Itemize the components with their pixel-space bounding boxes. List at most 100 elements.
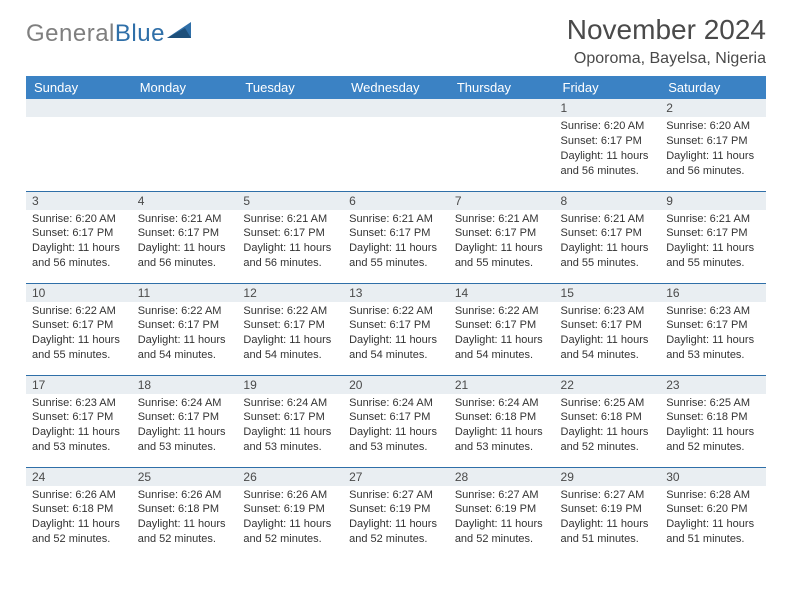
day-number: 23 bbox=[660, 376, 766, 394]
weekday-header: Sunday bbox=[26, 76, 132, 99]
calendar-day-cell: 19Sunrise: 6:24 AMSunset: 6:17 PMDayligh… bbox=[237, 375, 343, 467]
day-number: 18 bbox=[132, 376, 238, 394]
day-number bbox=[343, 99, 449, 117]
day-number bbox=[237, 99, 343, 117]
calendar-day-cell: 29Sunrise: 6:27 AMSunset: 6:19 PMDayligh… bbox=[555, 467, 661, 559]
day-number: 3 bbox=[26, 192, 132, 210]
calendar-day-cell: 3Sunrise: 6:20 AMSunset: 6:17 PMDaylight… bbox=[26, 191, 132, 283]
calendar-day-cell: 21Sunrise: 6:24 AMSunset: 6:18 PMDayligh… bbox=[449, 375, 555, 467]
calendar-day-cell: 2Sunrise: 6:20 AMSunset: 6:17 PMDaylight… bbox=[660, 99, 766, 191]
day-details: Sunrise: 6:22 AMSunset: 6:17 PMDaylight:… bbox=[449, 302, 555, 367]
day-details bbox=[237, 117, 343, 123]
calendar-day-cell: 6Sunrise: 6:21 AMSunset: 6:17 PMDaylight… bbox=[343, 191, 449, 283]
calendar-day-cell: 30Sunrise: 6:28 AMSunset: 6:20 PMDayligh… bbox=[660, 467, 766, 559]
day-number: 17 bbox=[26, 376, 132, 394]
weekday-header: Tuesday bbox=[237, 76, 343, 99]
day-details bbox=[449, 117, 555, 123]
day-number: 14 bbox=[449, 284, 555, 302]
logo-triangle-icon bbox=[167, 20, 193, 45]
weekday-header-row: Sunday Monday Tuesday Wednesday Thursday… bbox=[26, 76, 766, 99]
day-details: Sunrise: 6:27 AMSunset: 6:19 PMDaylight:… bbox=[449, 486, 555, 551]
day-number: 11 bbox=[132, 284, 238, 302]
day-details: Sunrise: 6:22 AMSunset: 6:17 PMDaylight:… bbox=[237, 302, 343, 367]
day-number: 9 bbox=[660, 192, 766, 210]
day-details: Sunrise: 6:20 AMSunset: 6:17 PMDaylight:… bbox=[26, 210, 132, 275]
calendar-day-cell: 26Sunrise: 6:26 AMSunset: 6:19 PMDayligh… bbox=[237, 467, 343, 559]
day-number: 6 bbox=[343, 192, 449, 210]
day-number: 12 bbox=[237, 284, 343, 302]
calendar-table: Sunday Monday Tuesday Wednesday Thursday… bbox=[26, 76, 766, 559]
calendar-day-cell: 24Sunrise: 6:26 AMSunset: 6:18 PMDayligh… bbox=[26, 467, 132, 559]
day-details: Sunrise: 6:25 AMSunset: 6:18 PMDaylight:… bbox=[555, 394, 661, 459]
day-details: Sunrise: 6:22 AMSunset: 6:17 PMDaylight:… bbox=[132, 302, 238, 367]
day-details bbox=[132, 117, 238, 123]
day-details: Sunrise: 6:21 AMSunset: 6:17 PMDaylight:… bbox=[555, 210, 661, 275]
location-subtitle: Oporoma, Bayelsa, Nigeria bbox=[567, 50, 766, 68]
day-details: Sunrise: 6:23 AMSunset: 6:17 PMDaylight:… bbox=[555, 302, 661, 367]
day-details: Sunrise: 6:22 AMSunset: 6:17 PMDaylight:… bbox=[343, 302, 449, 367]
calendar-day-cell: 7Sunrise: 6:21 AMSunset: 6:17 PMDaylight… bbox=[449, 191, 555, 283]
weekday-header: Wednesday bbox=[343, 76, 449, 99]
calendar-day-cell: 12Sunrise: 6:22 AMSunset: 6:17 PMDayligh… bbox=[237, 283, 343, 375]
calendar-day-cell bbox=[343, 99, 449, 191]
weekday-header: Saturday bbox=[660, 76, 766, 99]
day-details: Sunrise: 6:24 AMSunset: 6:17 PMDaylight:… bbox=[343, 394, 449, 459]
day-details: Sunrise: 6:21 AMSunset: 6:17 PMDaylight:… bbox=[132, 210, 238, 275]
weekday-header: Thursday bbox=[449, 76, 555, 99]
logo-text-gray: General bbox=[26, 20, 115, 47]
day-details: Sunrise: 6:21 AMSunset: 6:17 PMDaylight:… bbox=[237, 210, 343, 275]
day-details: Sunrise: 6:24 AMSunset: 6:17 PMDaylight:… bbox=[237, 394, 343, 459]
calendar-day-cell: 15Sunrise: 6:23 AMSunset: 6:17 PMDayligh… bbox=[555, 283, 661, 375]
day-details: Sunrise: 6:25 AMSunset: 6:18 PMDaylight:… bbox=[660, 394, 766, 459]
day-details: Sunrise: 6:21 AMSunset: 6:17 PMDaylight:… bbox=[449, 210, 555, 275]
day-details: Sunrise: 6:27 AMSunset: 6:19 PMDaylight:… bbox=[343, 486, 449, 551]
day-number: 1 bbox=[555, 99, 661, 117]
day-number: 5 bbox=[237, 192, 343, 210]
day-details: Sunrise: 6:27 AMSunset: 6:19 PMDaylight:… bbox=[555, 486, 661, 551]
calendar-day-cell bbox=[132, 99, 238, 191]
day-number: 15 bbox=[555, 284, 661, 302]
day-number: 19 bbox=[237, 376, 343, 394]
calendar-day-cell: 28Sunrise: 6:27 AMSunset: 6:19 PMDayligh… bbox=[449, 467, 555, 559]
calendar-week-row: 3Sunrise: 6:20 AMSunset: 6:17 PMDaylight… bbox=[26, 191, 766, 283]
day-details bbox=[26, 117, 132, 123]
calendar-day-cell: 22Sunrise: 6:25 AMSunset: 6:18 PMDayligh… bbox=[555, 375, 661, 467]
day-number: 4 bbox=[132, 192, 238, 210]
calendar-day-cell: 14Sunrise: 6:22 AMSunset: 6:17 PMDayligh… bbox=[449, 283, 555, 375]
day-number: 21 bbox=[449, 376, 555, 394]
day-details: Sunrise: 6:28 AMSunset: 6:20 PMDaylight:… bbox=[660, 486, 766, 551]
day-number: 16 bbox=[660, 284, 766, 302]
calendar-day-cell: 18Sunrise: 6:24 AMSunset: 6:17 PMDayligh… bbox=[132, 375, 238, 467]
day-number: 27 bbox=[343, 468, 449, 486]
day-details: Sunrise: 6:24 AMSunset: 6:17 PMDaylight:… bbox=[132, 394, 238, 459]
day-details: Sunrise: 6:24 AMSunset: 6:18 PMDaylight:… bbox=[449, 394, 555, 459]
header-row: GeneralBlue November 2024 Oporoma, Bayel… bbox=[26, 14, 766, 68]
day-number bbox=[132, 99, 238, 117]
day-number: 7 bbox=[449, 192, 555, 210]
weekday-header: Monday bbox=[132, 76, 238, 99]
calendar-day-cell: 8Sunrise: 6:21 AMSunset: 6:17 PMDaylight… bbox=[555, 191, 661, 283]
day-number: 13 bbox=[343, 284, 449, 302]
day-details: Sunrise: 6:23 AMSunset: 6:17 PMDaylight:… bbox=[660, 302, 766, 367]
calendar-day-cell: 16Sunrise: 6:23 AMSunset: 6:17 PMDayligh… bbox=[660, 283, 766, 375]
day-number: 29 bbox=[555, 468, 661, 486]
calendar-day-cell: 25Sunrise: 6:26 AMSunset: 6:18 PMDayligh… bbox=[132, 467, 238, 559]
day-number: 8 bbox=[555, 192, 661, 210]
calendar-day-cell bbox=[237, 99, 343, 191]
day-details: Sunrise: 6:20 AMSunset: 6:17 PMDaylight:… bbox=[660, 117, 766, 182]
calendar-day-cell: 1Sunrise: 6:20 AMSunset: 6:17 PMDaylight… bbox=[555, 99, 661, 191]
month-title: November 2024 bbox=[567, 14, 766, 46]
day-number: 2 bbox=[660, 99, 766, 117]
day-number: 10 bbox=[26, 284, 132, 302]
day-number: 26 bbox=[237, 468, 343, 486]
calendar-day-cell: 10Sunrise: 6:22 AMSunset: 6:17 PMDayligh… bbox=[26, 283, 132, 375]
day-number bbox=[449, 99, 555, 117]
day-number bbox=[26, 99, 132, 117]
day-details: Sunrise: 6:20 AMSunset: 6:17 PMDaylight:… bbox=[555, 117, 661, 182]
calendar-day-cell: 20Sunrise: 6:24 AMSunset: 6:17 PMDayligh… bbox=[343, 375, 449, 467]
day-details bbox=[343, 117, 449, 123]
logo: GeneralBlue bbox=[26, 14, 193, 48]
calendar-day-cell: 5Sunrise: 6:21 AMSunset: 6:17 PMDaylight… bbox=[237, 191, 343, 283]
day-number: 22 bbox=[555, 376, 661, 394]
logo-text-blue: Blue bbox=[115, 20, 165, 47]
